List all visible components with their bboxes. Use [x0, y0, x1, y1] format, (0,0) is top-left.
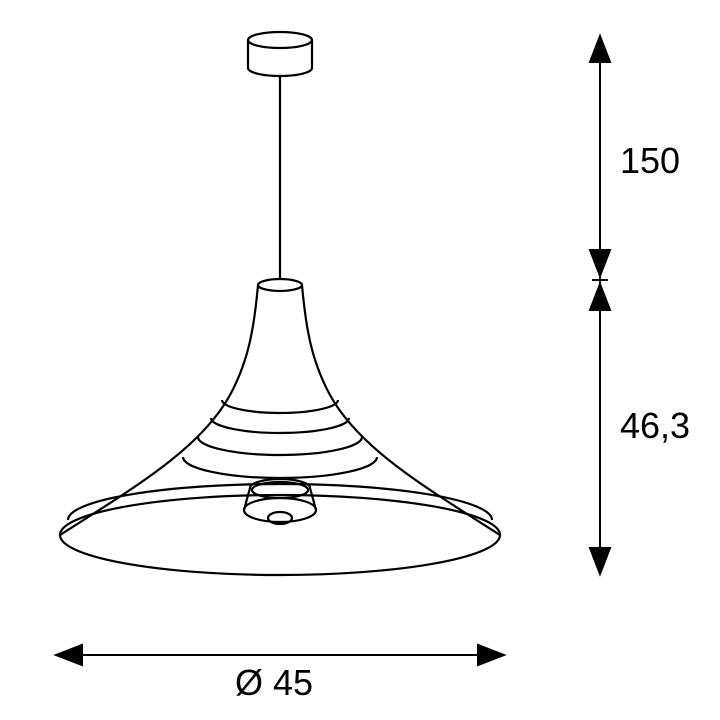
dim-diameter: Ø 45 — [235, 662, 313, 704]
pendant-lamp-diagram — [0, 0, 720, 720]
dim-shade-height: 46,3 — [620, 405, 690, 447]
lamp-shade — [60, 279, 500, 575]
dimension-vertical — [590, 36, 610, 574]
canopy — [248, 32, 312, 76]
dim-cord-length: 150 — [620, 140, 680, 182]
